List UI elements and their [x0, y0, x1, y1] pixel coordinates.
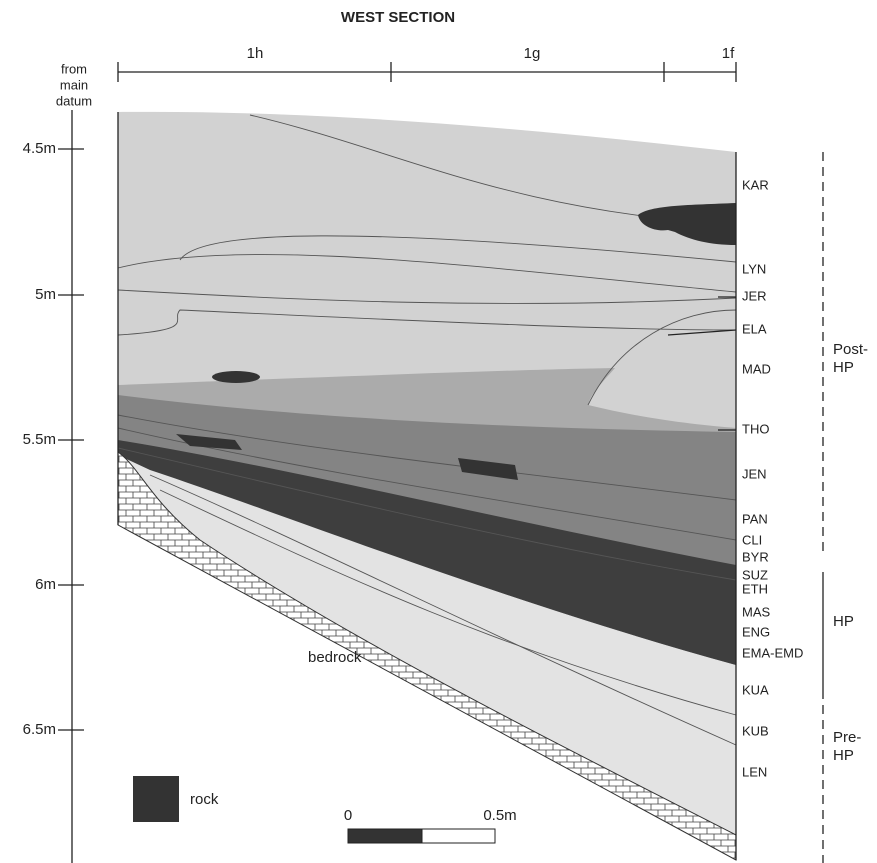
hp-band — [118, 440, 736, 665]
layer-label: MAS — [742, 604, 771, 619]
rock — [638, 203, 736, 245]
scale-white — [421, 828, 496, 844]
phase-label: HP — [833, 359, 854, 376]
layer-label: CLI — [742, 532, 762, 547]
depth-label: 6m — [35, 576, 56, 593]
datum-line: from — [61, 61, 87, 76]
datum-line: main — [60, 77, 88, 92]
phase-label: Post- — [833, 341, 868, 358]
layer-label: LEN — [742, 764, 767, 779]
strata — [117, 111, 737, 861]
legend-swatch — [133, 776, 179, 822]
bedrock-label: bedrock — [308, 649, 362, 666]
layer-label: EMA-EMD — [742, 645, 803, 660]
layer-label: SUZ — [742, 567, 768, 582]
layer-label: LYN — [742, 261, 766, 276]
depth-labels: 4.5m 5m 5.5m 6m 6.5m — [23, 140, 56, 738]
layer-label: ENG — [742, 624, 770, 639]
rock — [212, 371, 260, 383]
layer-label: THO — [742, 421, 769, 436]
square-label: 1f — [722, 45, 735, 62]
title: WEST SECTION — [341, 9, 455, 26]
square-label: 1g — [524, 45, 541, 62]
datum-line: datum — [56, 93, 92, 108]
phase-label: HP — [833, 747, 854, 764]
scale-start: 0 — [344, 807, 352, 824]
bedrock — [117, 451, 737, 861]
layer-label: ETH — [742, 581, 768, 596]
layer-label: JER — [742, 288, 767, 303]
layer-label: BYR — [742, 549, 769, 564]
phase-label: HP — [833, 613, 854, 630]
layer-label: KUA — [742, 682, 769, 697]
layer-label: PAN — [742, 511, 768, 526]
layer-label: MAD — [742, 361, 771, 376]
legend-label: rock — [190, 791, 219, 808]
rock — [458, 458, 518, 480]
depth-label: 5.5m — [23, 431, 56, 448]
layer-label: KAR — [742, 177, 769, 192]
scale-black — [347, 828, 423, 844]
frame — [58, 62, 824, 863]
layer-label: KUB — [742, 723, 769, 738]
phase-label: Pre- — [833, 729, 861, 746]
layer-label: ELA — [742, 321, 767, 336]
depth-label: 6.5m — [23, 721, 56, 738]
rocks — [176, 203, 736, 480]
squares: 1h 1g 1f — [247, 45, 735, 62]
scale-end: 0.5m — [483, 807, 516, 824]
rock — [176, 434, 242, 450]
depth-label: 4.5m — [23, 140, 56, 157]
depth-label: 5m — [35, 286, 56, 303]
square-label: 1h — [247, 45, 264, 62]
layer-label: JEN — [742, 466, 767, 481]
